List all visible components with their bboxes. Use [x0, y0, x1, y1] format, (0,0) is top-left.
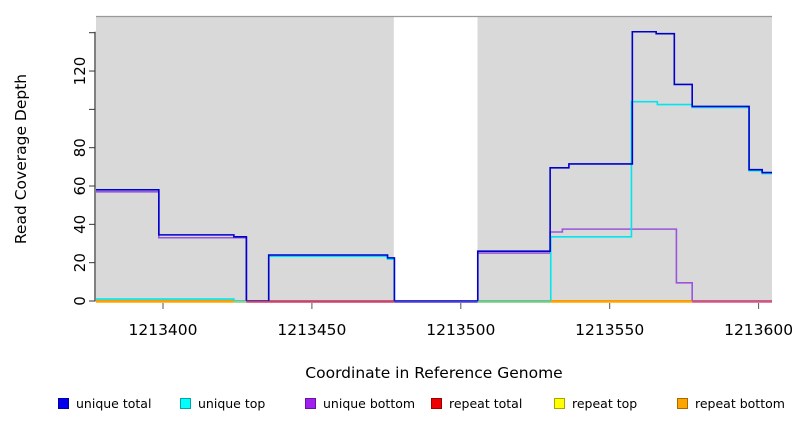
legend-label-unique-top: unique top [198, 395, 266, 411]
unshaded-band [393, 16, 478, 302]
y-tick-label: 20 [71, 253, 89, 272]
legend-swatch-unique-total [58, 397, 69, 409]
legend-swatch-repeat-bottom [677, 397, 688, 409]
legend-label-repeat-top: repeat top [572, 395, 638, 411]
legend-swatch-repeat-total [431, 397, 442, 409]
legend-label-repeat-bottom: repeat bottom [695, 395, 785, 411]
legend-item-unique-top: unique top [180, 395, 266, 411]
x-tick-label: 1213400 [128, 321, 197, 339]
y-tick-label: 60 [71, 176, 89, 195]
x-tick-label: 1213450 [277, 321, 346, 339]
x-tick-label: 1213500 [426, 321, 495, 339]
y-tick-label: 80 [71, 138, 89, 157]
legend-swatch-unique-bottom [305, 397, 316, 409]
y-tick-label: 40 [71, 215, 89, 234]
legend-swatch-unique-top [180, 397, 191, 409]
legend-item-repeat-top: repeat top [554, 395, 638, 411]
legend-label-repeat-total: repeat total [449, 395, 523, 411]
legend-label-unique-bottom: unique bottom [323, 395, 416, 411]
series-line-unique-total [96, 30, 772, 302]
y-axis-title: Read Coverage Depth [12, 73, 30, 245]
x-axis-title: Coordinate in Reference Genome [305, 364, 563, 382]
legend-item-repeat-total: repeat total [431, 395, 523, 411]
y-tick-label: 120 [71, 57, 89, 86]
x-tick-label: 1213600 [724, 321, 792, 339]
legend-item-repeat-bottom: repeat bottom [677, 395, 785, 411]
legend-label-unique-total: unique total [76, 395, 152, 411]
legend-item-unique-total: unique total [58, 395, 152, 411]
x-tick-label: 1213550 [575, 321, 644, 339]
y-tick-label: 0 [71, 296, 89, 306]
legend-item-unique-bottom: unique bottom [305, 395, 416, 411]
legend-swatch-repeat-top [554, 397, 565, 409]
